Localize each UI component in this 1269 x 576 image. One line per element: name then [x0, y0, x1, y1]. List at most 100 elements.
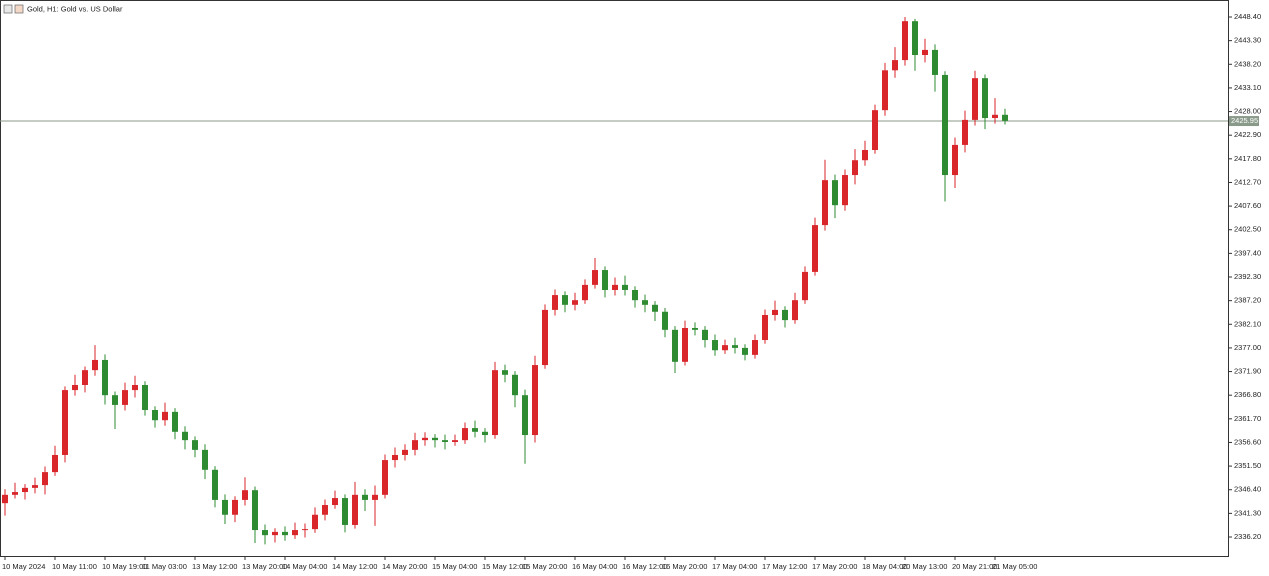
- candle-body: [112, 395, 118, 405]
- x-tick-label: 20 May 21:00: [952, 562, 997, 571]
- candle-body: [782, 309, 788, 321]
- candle-body: [302, 529, 308, 531]
- candle-body: [752, 340, 758, 355]
- candle-body: [852, 160, 858, 176]
- candle-body: [242, 490, 248, 500]
- candle-body: [802, 271, 808, 301]
- candle-body: [292, 530, 298, 536]
- candle-body: [92, 359, 98, 371]
- y-tick-label: 2448.40: [1234, 12, 1261, 21]
- candle-body: [542, 309, 548, 366]
- candle-body: [902, 21, 908, 61]
- candle-body: [762, 315, 768, 341]
- candle-body: [362, 494, 368, 500]
- x-tick-label: 18 May 04:00: [862, 562, 907, 571]
- candle-body: [572, 300, 578, 305]
- candle-body: [742, 347, 748, 355]
- y-tick-label: 2428.00: [1234, 107, 1261, 116]
- candle-body: [732, 345, 738, 348]
- x-tick-label: 17 May 20:00: [812, 562, 857, 571]
- window-icon: [3, 4, 13, 14]
- candle-body: [472, 428, 478, 432]
- candle-body: [892, 60, 898, 71]
- candle-body: [22, 487, 28, 493]
- y-tick-label: 2346.40: [1234, 485, 1261, 494]
- candle-body: [922, 49, 928, 56]
- candle-body: [842, 175, 848, 206]
- symbol-icon: [14, 4, 24, 14]
- candle-body: [222, 499, 228, 515]
- candle-body: [932, 49, 938, 75]
- x-tick-label: 16 May 04:00: [572, 562, 617, 571]
- candle-body: [552, 295, 558, 310]
- candle-body: [182, 431, 188, 441]
- candle-body: [132, 384, 138, 391]
- candle-body: [492, 370, 498, 436]
- candle-body: [942, 74, 948, 176]
- candle-body: [122, 390, 128, 405]
- x-tick-label: 10 May 19:00: [102, 562, 147, 571]
- candle-body: [562, 295, 568, 305]
- x-tick-label: 20 May 13:00: [902, 562, 947, 571]
- candle-body: [192, 440, 198, 450]
- candle-body: [812, 225, 818, 272]
- candle-body: [372, 494, 378, 500]
- candle-body: [912, 21, 918, 56]
- y-tick-label: 2397.40: [1234, 248, 1261, 257]
- candle-body: [952, 144, 958, 176]
- candle-body: [452, 440, 458, 442]
- candle-body: [792, 300, 798, 321]
- candle-body: [652, 304, 658, 312]
- candle-body: [632, 289, 638, 301]
- y-tick-label: 2387.20: [1234, 296, 1261, 305]
- y-tick-label: 2402.50: [1234, 225, 1261, 234]
- y-tick-label: 2377.00: [1234, 343, 1261, 352]
- x-tick-label: 21 May 05:00: [992, 562, 1037, 571]
- candle-body: [622, 284, 628, 290]
- candle-body: [382, 460, 388, 495]
- y-tick-label: 2366.80: [1234, 390, 1261, 399]
- y-tick-label: 2412.70: [1234, 177, 1261, 186]
- y-tick-label: 2443.30: [1234, 36, 1261, 45]
- y-tick-label: 2341.30: [1234, 508, 1261, 517]
- candle-body: [332, 498, 338, 506]
- candle-body: [432, 437, 438, 441]
- x-tick-label: 15 May 20:00: [522, 562, 567, 571]
- candle-body: [972, 78, 978, 120]
- candle-body: [402, 449, 408, 455]
- candle-body: [522, 395, 528, 436]
- x-tick-label: 16 May 12:00: [622, 562, 667, 571]
- y-tick-label: 2356.60: [1234, 437, 1261, 446]
- x-tick-label: 14 May 04:00: [282, 562, 327, 571]
- candle-body: [342, 498, 348, 525]
- x-tick-label: 17 May 12:00: [762, 562, 807, 571]
- x-tick-label: 17 May 04:00: [712, 562, 757, 571]
- x-tick-label: 13 May 12:00: [192, 562, 237, 571]
- candle-body: [442, 440, 448, 442]
- candle-body: [512, 374, 518, 396]
- x-tick-label: 15 May 04:00: [432, 562, 477, 571]
- x-tick-label: 14 May 12:00: [332, 562, 377, 571]
- candle-body: [282, 531, 288, 536]
- y-tick-label: 2336.20: [1234, 532, 1261, 541]
- chart-title: Gold, H1: Gold vs. US Dollar: [27, 4, 123, 13]
- candle-body: [992, 114, 998, 119]
- y-tick-label: 2407.60: [1234, 201, 1261, 210]
- candle-body: [1002, 114, 1008, 121]
- candle-body: [712, 340, 718, 351]
- y-tick-label: 2351.50: [1234, 461, 1261, 470]
- candle-body: [172, 411, 178, 432]
- y-tick-label: 2382.10: [1234, 319, 1261, 328]
- candle-body: [462, 428, 468, 441]
- current-price-label: 2425.95: [1231, 116, 1258, 125]
- x-tick-label: 10 May 11:00: [52, 562, 97, 571]
- candle-body: [142, 384, 148, 411]
- candle-body: [212, 469, 218, 500]
- candle-body: [62, 390, 68, 455]
- candle-body: [82, 370, 88, 385]
- candle-body: [602, 270, 608, 290]
- candle-body: [982, 78, 988, 119]
- x-tick-label: 15 May 12:00: [482, 562, 527, 571]
- candle-body: [2, 494, 8, 504]
